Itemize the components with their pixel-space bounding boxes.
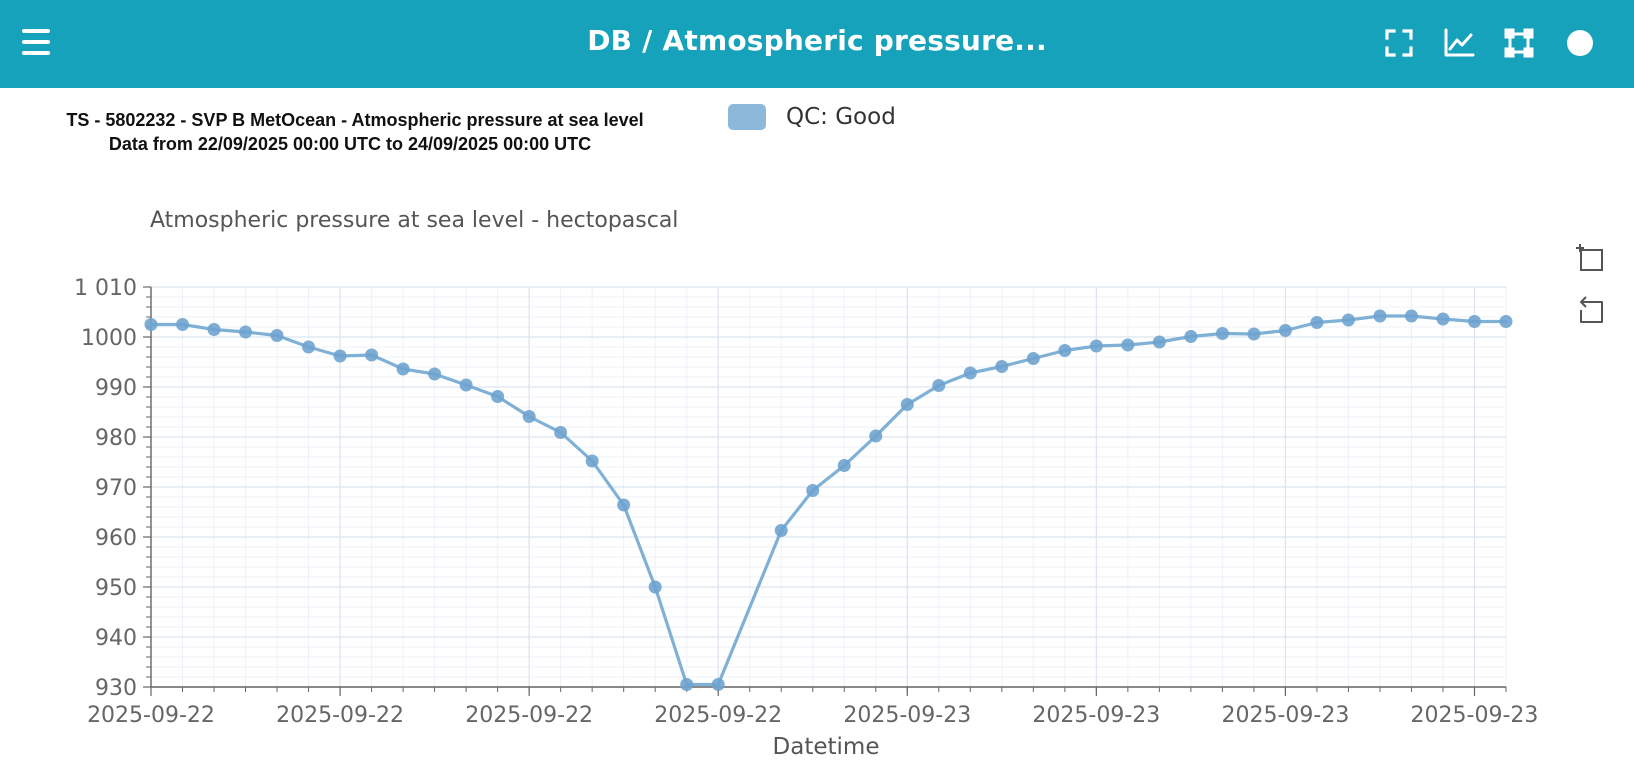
series-layer [144,309,1513,691]
data-point[interactable] [522,410,536,423]
data-point[interactable] [1184,330,1198,343]
top-app-bar: DB / Atmospheric pressure... [0,0,1634,88]
data-point[interactable] [648,580,662,594]
x-tick-label: 2025-09-22 [654,703,782,728]
data-point[interactable] [932,379,946,392]
y-tick-label: 1000 [81,326,137,351]
menu-icon[interactable] [22,29,50,55]
status-dot-icon[interactable] [1563,26,1597,60]
data-point[interactable] [1499,315,1513,328]
data-point[interactable] [1436,312,1450,326]
data-point[interactable] [1310,316,1324,329]
data-point[interactable] [302,340,316,354]
data-point[interactable] [1089,339,1103,353]
data-point[interactable] [963,366,977,380]
y-tick-label: 990 [95,376,137,401]
data-point[interactable] [1215,327,1229,340]
fullscreen-icon[interactable] [1382,26,1416,60]
x-tick-label: 2025-09-23 [1221,703,1349,728]
data-point[interactable] [837,459,851,472]
line-chart-icon[interactable] [1442,26,1476,60]
data-point[interactable] [1058,344,1072,357]
data-point[interactable] [1152,335,1166,349]
data-point[interactable] [585,454,599,468]
data-point[interactable] [1026,352,1040,365]
data-point[interactable] [1467,315,1481,328]
data-point[interactable] [365,348,379,362]
data-point[interactable] [617,498,631,512]
selection-icon[interactable] [1502,26,1536,60]
data-point[interactable] [239,325,253,339]
data-point[interactable] [806,484,820,497]
data-point[interactable] [554,426,568,439]
y-tick-label: 970 [95,476,137,501]
data-point[interactable] [333,349,347,363]
y-tick-label: 930 [95,676,137,701]
x-tick-label: 2025-09-23 [1032,703,1160,728]
legend-swatch [728,104,766,130]
data-point[interactable] [144,318,158,331]
grid [150,286,1507,688]
x-tick-label: 2025-09-22 [465,703,593,728]
data-point[interactable] [1247,327,1261,341]
axes: 930 940 950 960 970 980 990 1000 1 010 2025-09-22… [74,276,1538,728]
zoom-reset-icon[interactable] [1572,292,1606,326]
y-tick-label: 980 [95,426,137,451]
data-point[interactable] [774,524,788,537]
zoom-select-icon[interactable] [1572,240,1606,274]
line-chart[interactable]: Atmospheric pressure at sea level - hect… [0,180,1634,772]
chart-title: Atmospheric pressure at sea level - hect… [150,208,678,233]
data-point[interactable] [995,360,1009,373]
chart-heading-line2: Data from 22/09/2025 00:00 UTC to 24/09/… [108,134,592,154]
data-point[interactable] [1121,338,1135,352]
data-point[interactable] [491,390,505,403]
x-axis-label: Datetime [773,734,880,760]
y-tick-label: 960 [95,526,137,551]
y-tick-label: 950 [95,576,137,601]
data-point[interactable] [459,378,473,392]
data-point[interactable] [207,323,221,336]
data-point[interactable] [1373,309,1387,323]
y-tick-label: 940 [95,626,137,651]
data-point[interactable] [428,367,442,381]
data-point[interactable] [270,329,284,342]
chart-heading: TS - 5802232 - SVP B MetOcean - Atmosphe… [0,108,700,156]
data-point[interactable] [176,318,190,331]
x-tick-label: 2025-09-22 [87,703,215,728]
x-tick-label: 2025-09-23 [1411,703,1539,728]
page-title: DB / Atmospheric pressure... [587,24,1047,57]
data-point[interactable] [900,398,914,411]
chart-heading-line1: TS - 5802232 - SVP B MetOcean - Atmosphe… [66,110,644,130]
data-point[interactable] [711,678,725,691]
data-point[interactable] [869,429,883,443]
legend-label: QC: Good [786,104,896,130]
legend-item[interactable]: QC: Good [728,104,896,130]
x-tick-label: 2025-09-22 [276,703,404,728]
data-point[interactable] [1341,313,1355,327]
data-point[interactable] [396,362,410,376]
data-point[interactable] [1404,309,1418,323]
data-point[interactable] [1278,324,1292,337]
x-tick-label: 2025-09-23 [843,703,971,728]
data-point[interactable] [680,678,694,691]
y-tick-label: 1 010 [74,276,137,301]
